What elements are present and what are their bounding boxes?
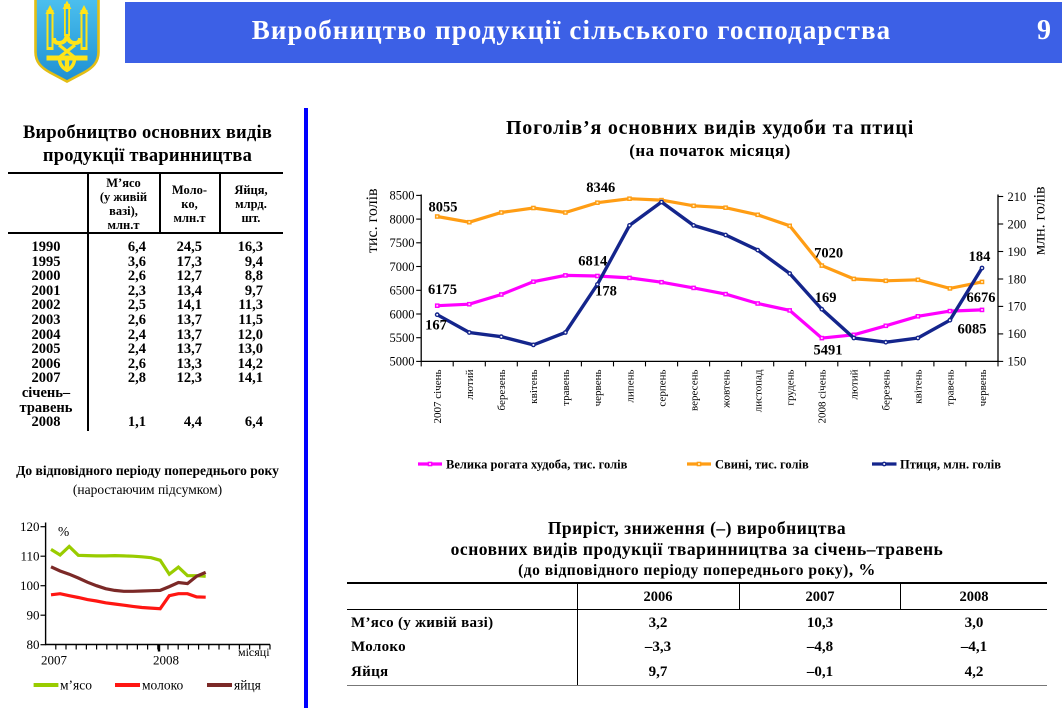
svg-text:жовтень: жовтень: [720, 370, 732, 409]
svg-text:8000: 8000: [390, 212, 415, 226]
svg-text:178: 178: [595, 284, 617, 300]
svg-text:2007: 2007: [41, 653, 68, 668]
svg-text:молоко: молоко: [142, 678, 183, 693]
svg-text:6175: 6175: [428, 282, 457, 298]
svg-text:вересень: вересень: [688, 370, 700, 411]
svg-text:190: 190: [1008, 245, 1027, 259]
svg-text:Велика рогата худоба, тис. гол: Велика рогата худоба, тис. голів: [446, 457, 628, 471]
svg-text:7000: 7000: [390, 260, 415, 274]
svg-text:80: 80: [27, 637, 40, 652]
svg-text:місяці: місяці: [238, 645, 270, 659]
svg-text:170: 170: [1008, 300, 1027, 314]
svg-text:5491: 5491: [814, 343, 843, 359]
svg-text:квітень: квітень: [913, 370, 925, 404]
svg-text:серпень: серпень: [656, 370, 668, 407]
svg-text:5500: 5500: [390, 331, 415, 345]
svg-text:квітень: квітень: [528, 370, 540, 404]
svg-text:грудень: грудень: [785, 370, 797, 406]
svg-text:169: 169: [815, 290, 837, 306]
svg-text:яйця: яйця: [234, 678, 261, 693]
svg-text:210: 210: [1008, 190, 1027, 204]
svg-text:2008 січень: 2008 січень: [817, 370, 829, 424]
svg-text:5000: 5000: [390, 355, 415, 369]
svg-text:90: 90: [27, 608, 40, 623]
svg-text:6500: 6500: [390, 284, 415, 298]
svg-text:6000: 6000: [390, 307, 415, 321]
svg-text:6676: 6676: [967, 290, 996, 306]
svg-text:2007 січень: 2007 січень: [432, 370, 444, 424]
svg-text:7500: 7500: [390, 236, 415, 250]
svg-text:червень: червень: [592, 370, 604, 407]
svg-text:100: 100: [20, 578, 40, 593]
svg-text:листопад: листопад: [753, 369, 765, 412]
svg-text:6814: 6814: [578, 253, 607, 269]
svg-text:червень: червень: [977, 370, 989, 407]
svg-text:Свині, тис. голів: Свині, тис. голів: [715, 457, 809, 471]
svg-text:тис. голів: тис. голів: [364, 188, 381, 253]
svg-text:184: 184: [969, 249, 991, 265]
svg-text:березень: березень: [881, 370, 893, 411]
svg-text:8346: 8346: [586, 180, 615, 196]
svg-text:млн. голів: млн. голів: [1032, 186, 1049, 255]
svg-text:лютий: лютий: [849, 369, 861, 399]
svg-text:2008: 2008: [153, 653, 179, 668]
svg-text:%: %: [58, 524, 69, 539]
svg-text:120: 120: [20, 519, 40, 534]
svg-text:липень: липень: [624, 370, 636, 403]
svg-text:200: 200: [1008, 217, 1027, 231]
svg-text:150: 150: [1008, 355, 1027, 369]
svg-text:лютий: лютий: [464, 369, 476, 399]
svg-text:березень: березень: [496, 369, 508, 410]
svg-text:167: 167: [425, 318, 447, 334]
svg-text:8500: 8500: [390, 189, 415, 203]
svg-text:180: 180: [1008, 272, 1027, 286]
svg-text:м’ясо: м’ясо: [60, 678, 92, 693]
svg-text:травень: травень: [945, 370, 957, 406]
svg-text:травень: травень: [560, 370, 572, 406]
svg-text:7020: 7020: [814, 246, 843, 262]
svg-text:6085: 6085: [958, 322, 987, 338]
svg-text:160: 160: [1008, 327, 1027, 341]
svg-text:8055: 8055: [429, 200, 458, 216]
svg-text:110: 110: [20, 549, 39, 564]
svg-text:Птиця, млн. голів: Птиця, млн. голів: [900, 457, 1001, 471]
